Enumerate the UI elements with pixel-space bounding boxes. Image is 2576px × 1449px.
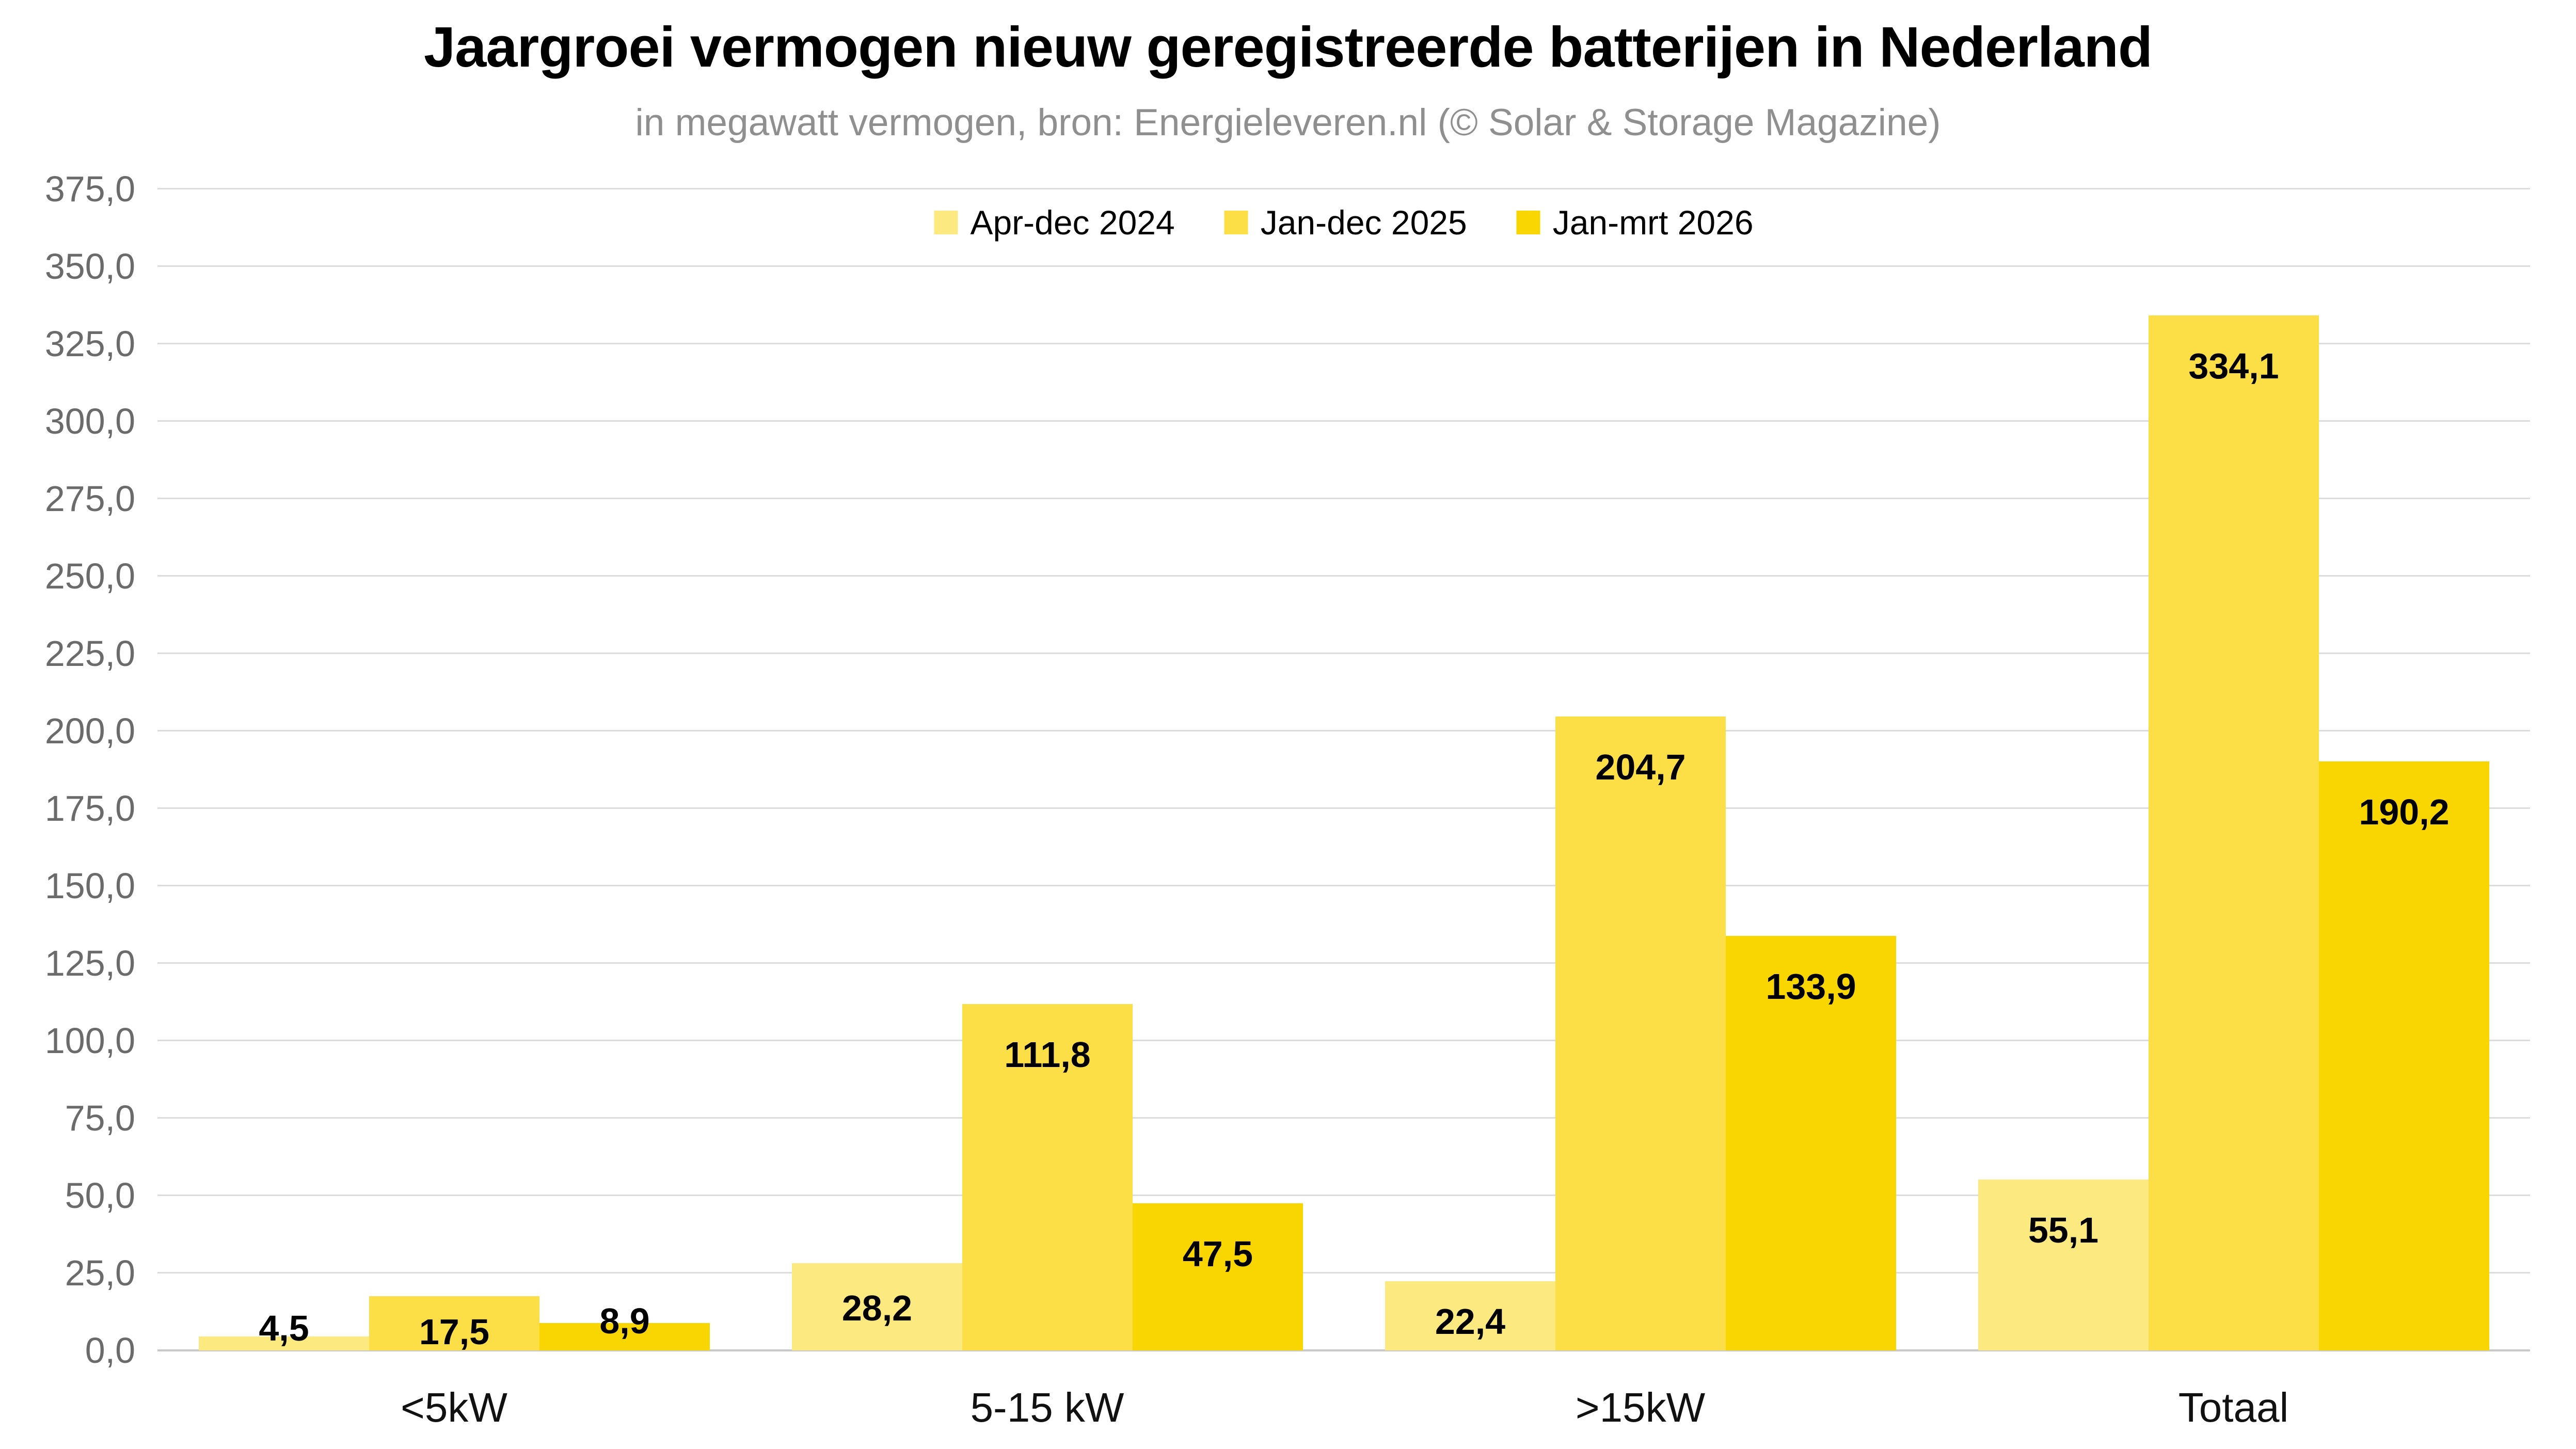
bar [1133,1203,1303,1350]
value-label: 334,1 [2188,346,2279,386]
legend-swatch-icon [934,211,958,234]
bar [1978,1180,2149,1350]
legend: Apr-dec 2024 Jan-dec 2025 Jan-mrt 2026 [934,203,1754,242]
gridline [157,652,2530,654]
gridline [157,498,2530,499]
y-tick-label: 375,0 [44,169,135,209]
legend-swatch-icon [1516,211,1540,234]
y-tick-label: 250,0 [44,556,135,596]
legend-label: Jan-dec 2025 [1260,203,1467,242]
legend-label: Apr-dec 2024 [970,203,1175,242]
gridline [157,343,2530,344]
bar [792,1263,962,1350]
bar [199,1336,369,1350]
value-label: 133,9 [1766,966,1856,1007]
x-category-label: <5kW [401,1384,507,1430]
gridline [157,1272,2530,1273]
gridline [157,730,2530,731]
gridline [157,420,2530,422]
legend-item: Jan-mrt 2026 [1516,203,1754,242]
y-tick-label: 0,0 [85,1330,135,1371]
bar [2149,315,2319,1350]
legend-item: Jan-dec 2025 [1224,203,1467,242]
bar [1555,716,1726,1350]
y-tick-label: 100,0 [44,1021,135,1061]
y-tick-label: 150,0 [44,866,135,906]
bar [962,1004,1133,1350]
value-label: 111,8 [1004,1034,1091,1075]
bar [1726,936,1896,1350]
x-category-label: >15kW [1575,1384,1706,1430]
gridline [157,962,2530,964]
gridline [157,575,2530,577]
y-tick-label: 200,0 [44,711,135,751]
y-tick-label: 175,0 [44,788,135,829]
legend-item: Apr-dec 2024 [934,203,1175,242]
value-label: 28,2 [841,1288,913,1328]
x-axis-baseline [157,1349,2530,1351]
y-tick-label: 50,0 [65,1175,135,1216]
gridline [157,807,2530,809]
y-tick-label: 350,0 [44,246,135,286]
gridline [157,1195,2530,1196]
bar [2319,761,2489,1350]
legend-label: Jan-mrt 2026 [1552,203,1754,242]
gridline [157,1117,2530,1119]
x-category-label: 5-15 kW [970,1384,1124,1430]
chart-subtitle: in megawatt vermogen, bron: Energielever… [635,102,1941,144]
chart-title: Jaargroei vermogen nieuw geregistreerde … [423,15,2153,79]
value-label: 17,5 [419,1312,490,1352]
value-label: 4,5 [259,1308,309,1348]
value-label: 22,4 [1435,1301,1506,1342]
y-tick-label: 125,0 [44,943,135,983]
gridline [157,188,2530,189]
legend-swatch-icon [1224,211,1248,234]
y-tick-label: 75,0 [65,1098,135,1138]
value-label: 47,5 [1182,1234,1253,1274]
y-tick-label: 225,0 [44,633,135,674]
bar [1385,1281,1555,1350]
y-tick-label: 300,0 [44,401,135,441]
x-category-label: Totaal [2178,1384,2289,1430]
gridline [157,885,2530,886]
gridline [157,265,2530,267]
gridline [157,1040,2530,1041]
value-label: 8,9 [599,1301,650,1341]
value-label: 55,1 [2028,1210,2099,1250]
value-label: 190,2 [2359,792,2450,832]
y-tick-label: 275,0 [44,479,135,519]
y-tick-label: 325,0 [44,324,135,364]
bar [539,1323,710,1350]
value-label: 204,7 [1595,747,1686,787]
bar [369,1296,539,1350]
y-tick-label: 25,0 [65,1253,135,1293]
